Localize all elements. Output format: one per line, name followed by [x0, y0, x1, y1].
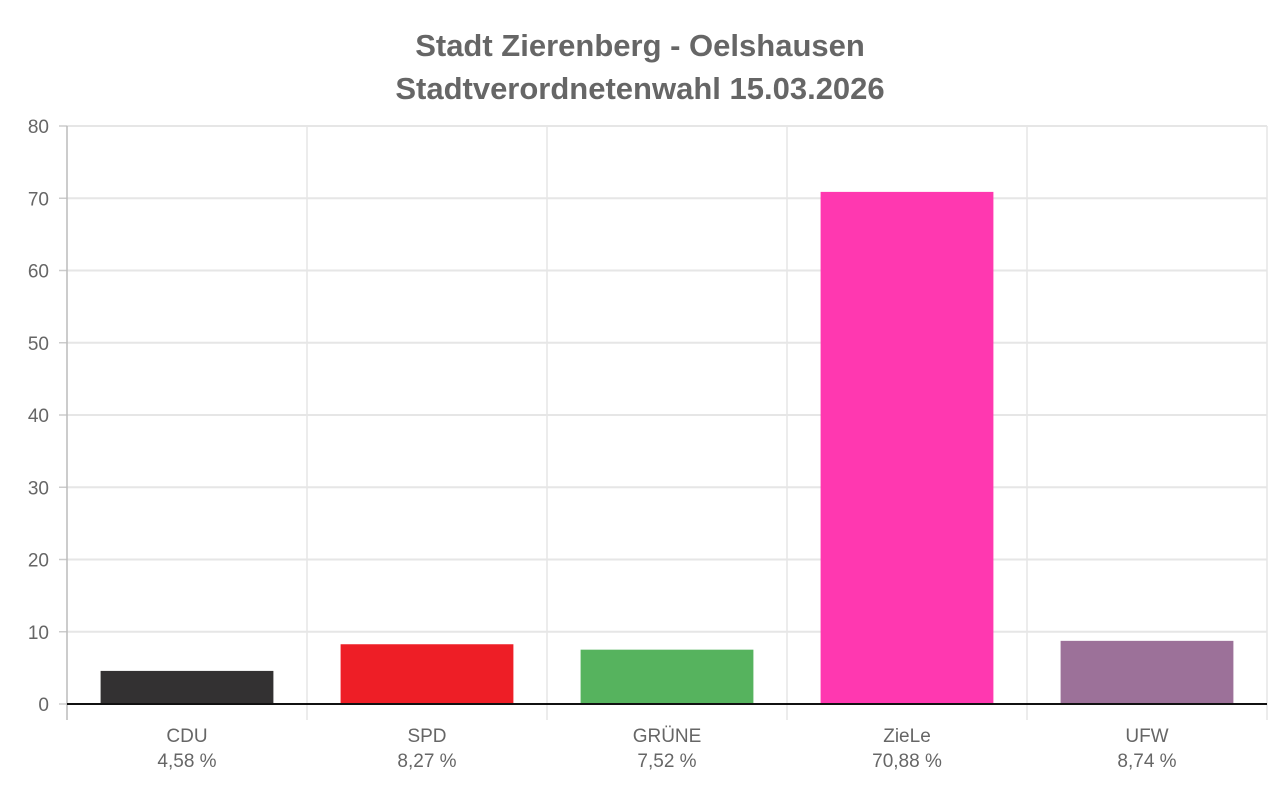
y-tick-label: 60	[28, 262, 49, 283]
y-tick-label: 70	[28, 189, 49, 210]
bar-ufw	[1060, 640, 1234, 704]
value-label: 8,74 %	[1117, 751, 1176, 772]
y-tick-label: 30	[28, 478, 49, 499]
value-label: 70,88 %	[872, 751, 942, 772]
y-tick-label: 0	[38, 695, 49, 716]
bar-cdu	[100, 670, 274, 704]
y-tick-label: 10	[28, 623, 49, 644]
x-tick-label: UFW	[1125, 726, 1168, 747]
chart-title-line-1: Stadt Zierenberg - Oelshausen	[415, 28, 865, 63]
bar-spd	[340, 644, 514, 704]
value-label: 8,27 %	[397, 751, 456, 772]
x-tick-label: GRÜNE	[633, 726, 702, 747]
bar-grüne	[580, 649, 754, 704]
value-label: 4,58 %	[157, 751, 216, 772]
y-tick-label: 20	[28, 551, 49, 572]
bar-ziele	[820, 191, 994, 705]
chart-title-line-2: Stadtverordnetenwahl 15.03.2026	[395, 71, 884, 106]
x-tick-label: CDU	[166, 726, 207, 747]
y-tick-label: 40	[28, 406, 49, 427]
value-label: 7,52 %	[637, 751, 696, 772]
y-tick-label: 80	[28, 117, 49, 138]
x-tick-label: SPD	[407, 726, 446, 747]
x-tick-label: ZieLe	[883, 726, 931, 747]
y-tick-label: 50	[28, 334, 49, 355]
